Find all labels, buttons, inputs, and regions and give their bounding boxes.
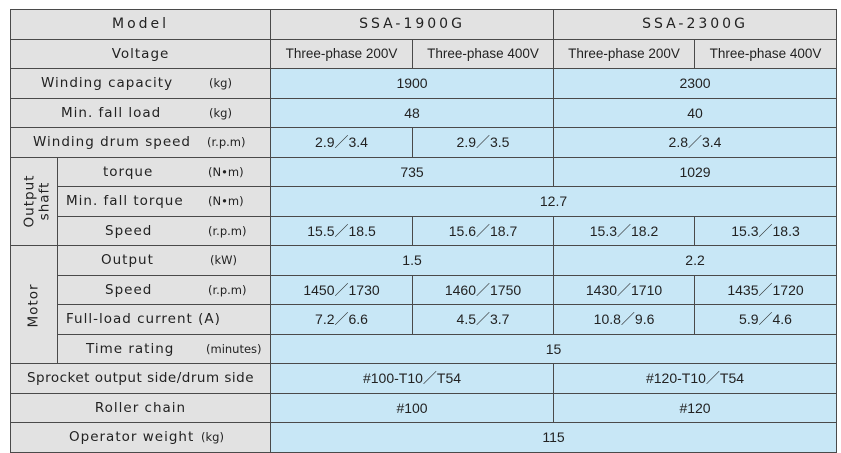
model-label: Model [9,9,272,40]
label-text: Full-load current (A) [66,311,221,327]
value-cell: 10.8／9.6 [553,304,696,335]
value-cell: 2.2 [553,245,838,276]
value-cell: 735 [270,156,555,187]
roller-chain-row: Roller chain #100 #120 [9,392,838,423]
value-cell: #120-T10／T54 [553,363,838,394]
value-cell: 2.9／3.4 [270,127,414,158]
group-text: shaft [36,181,53,221]
model-row: Model SSA-1900G SSA-2300G [9,9,838,40]
unit-text: (kg) [209,105,232,120]
unit-text: (kg) [201,430,224,444]
sprocket-row: Sprocket output side/drum side #100-T10／… [9,363,838,394]
value-cell: 1900 [270,68,555,99]
group-motor: Motor [10,245,58,364]
operator-weight-row: Operator weight (kg) 115 [9,422,838,453]
row-label: Winding drum speed (r.p.m) [9,127,272,158]
value-cell: 1450／1730 [270,274,414,305]
value-cell: 1029 [553,156,838,187]
model-ssa-1900g: SSA-1900G [270,9,555,40]
group-text: Motor [25,282,42,328]
output-shaft-torque-row: Output shaft torque (N•m) 735 1029 [10,156,838,246]
winding-drum-speed-row: Winding drum speed (r.p.m) 2.9／3.4 2.9／3.… [9,127,838,158]
motor-speed-row: Speed (r.p.m) 1450／1730 1460／1750 1430／17… [11,274,838,305]
value-cell: 2.9／3.5 [412,127,555,158]
value-cell: 15 [270,333,838,364]
min-fall-load-row: Min. fall load (kg) 48 40 [9,97,838,128]
label-text: Winding capacity [41,75,174,91]
spec-table: Model SSA-1900G SSA-2300G Voltage Three-… [9,9,838,453]
motor-output-row: Motor Output (kW) 1.5 2.2 [10,245,838,364]
voltage-label: Voltage [9,38,272,69]
row-label: Full-load current (A) [56,304,272,335]
full-load-current-row: Full-load current (A) 7.2／6.6 4.5／3.7 10… [11,304,838,335]
value-cell: 115 [270,422,838,453]
row-label: Speed (r.p.m) [56,274,272,305]
value-cell: 2300 [553,68,838,99]
output-shaft-speed-row: Speed (r.p.m) 15.5／18.5 15.6／18.7 15.3／18… [11,215,838,246]
voltage-cell: Three-phase 200V [553,38,696,69]
unit-text: (minutes) [206,341,262,356]
row-label: Min. fall load (kg) [9,97,272,128]
group-output-shaft: Output shaft [10,156,58,246]
group-text: Output [21,174,38,228]
value-cell: 15.5／18.5 [270,215,414,246]
voltage-row: Voltage Three-phase 200V Three-phase 400… [9,38,838,69]
label-text: Time rating [86,340,175,357]
value-cell: 48 [270,97,555,128]
value-cell: 2.8／3.4 [553,127,838,158]
value-cell: 40 [553,97,838,128]
unit-text: (r.p.m) [207,135,246,149]
label-text: Min. fall load [61,104,162,121]
label-text: Speed [105,281,153,298]
row-label: Time rating (minutes) [56,333,272,364]
row-label: Roller chain [9,392,272,423]
label-text: Output [101,252,154,268]
value-cell: 1435／1720 [694,274,838,305]
label-text: Min. fall torque [66,193,184,209]
row-label: Min. fall torque (N•m) [56,186,272,217]
winding-capacity-row: Winding capacity (kg) 1900 2300 [9,68,838,99]
unit-text: (N•m) [208,194,244,208]
row-label: Sprocket output side/drum side [9,363,272,394]
model-ssa-2300g: SSA-2300G [553,9,838,40]
row-label: torque (N•m) [56,156,272,187]
value-cell: 1.5 [270,245,555,276]
value-cell: 12.7 [270,186,838,217]
value-cell: #100-T10／T54 [270,363,555,394]
value-cell: 1430／1710 [553,274,696,305]
value-cell: 1460／1750 [412,274,555,305]
time-rating-row: Time rating (minutes) 15 [11,333,838,364]
row-label: Operator weight (kg) [9,422,272,453]
row-label: Output (kW) [56,245,272,276]
value-cell: 15.3／18.3 [694,215,838,246]
voltage-cell: Three-phase 400V [412,38,555,69]
value-cell: #100 [270,392,555,423]
unit-text: (kg) [209,76,232,90]
unit-text: (r.p.m) [208,223,247,238]
value-cell: 4.5／3.7 [412,304,555,335]
unit-text: (N•m) [208,164,244,179]
value-cell: 15.6／18.7 [412,215,555,246]
unit-text: (r.p.m) [208,282,247,297]
voltage-cell: Three-phase 200V [270,38,414,69]
label-text: Winding drum speed [33,134,191,150]
value-cell: 7.2／6.6 [270,304,414,335]
value-cell: 15.3／18.2 [553,215,696,246]
label-text: Operator weight [69,429,195,445]
row-label: Speed (r.p.m) [56,215,272,246]
label-text: Speed [105,222,153,239]
row-label: Winding capacity (kg) [9,68,272,99]
value-cell: #120 [553,392,838,423]
unit-text: (kW) [210,253,238,267]
label-text: torque [103,163,154,180]
value-cell: 5.9／4.6 [694,304,838,335]
voltage-cell: Three-phase 400V [694,38,838,69]
min-fall-torque-row: Min. fall torque (N•m) 12.7 [11,186,838,217]
